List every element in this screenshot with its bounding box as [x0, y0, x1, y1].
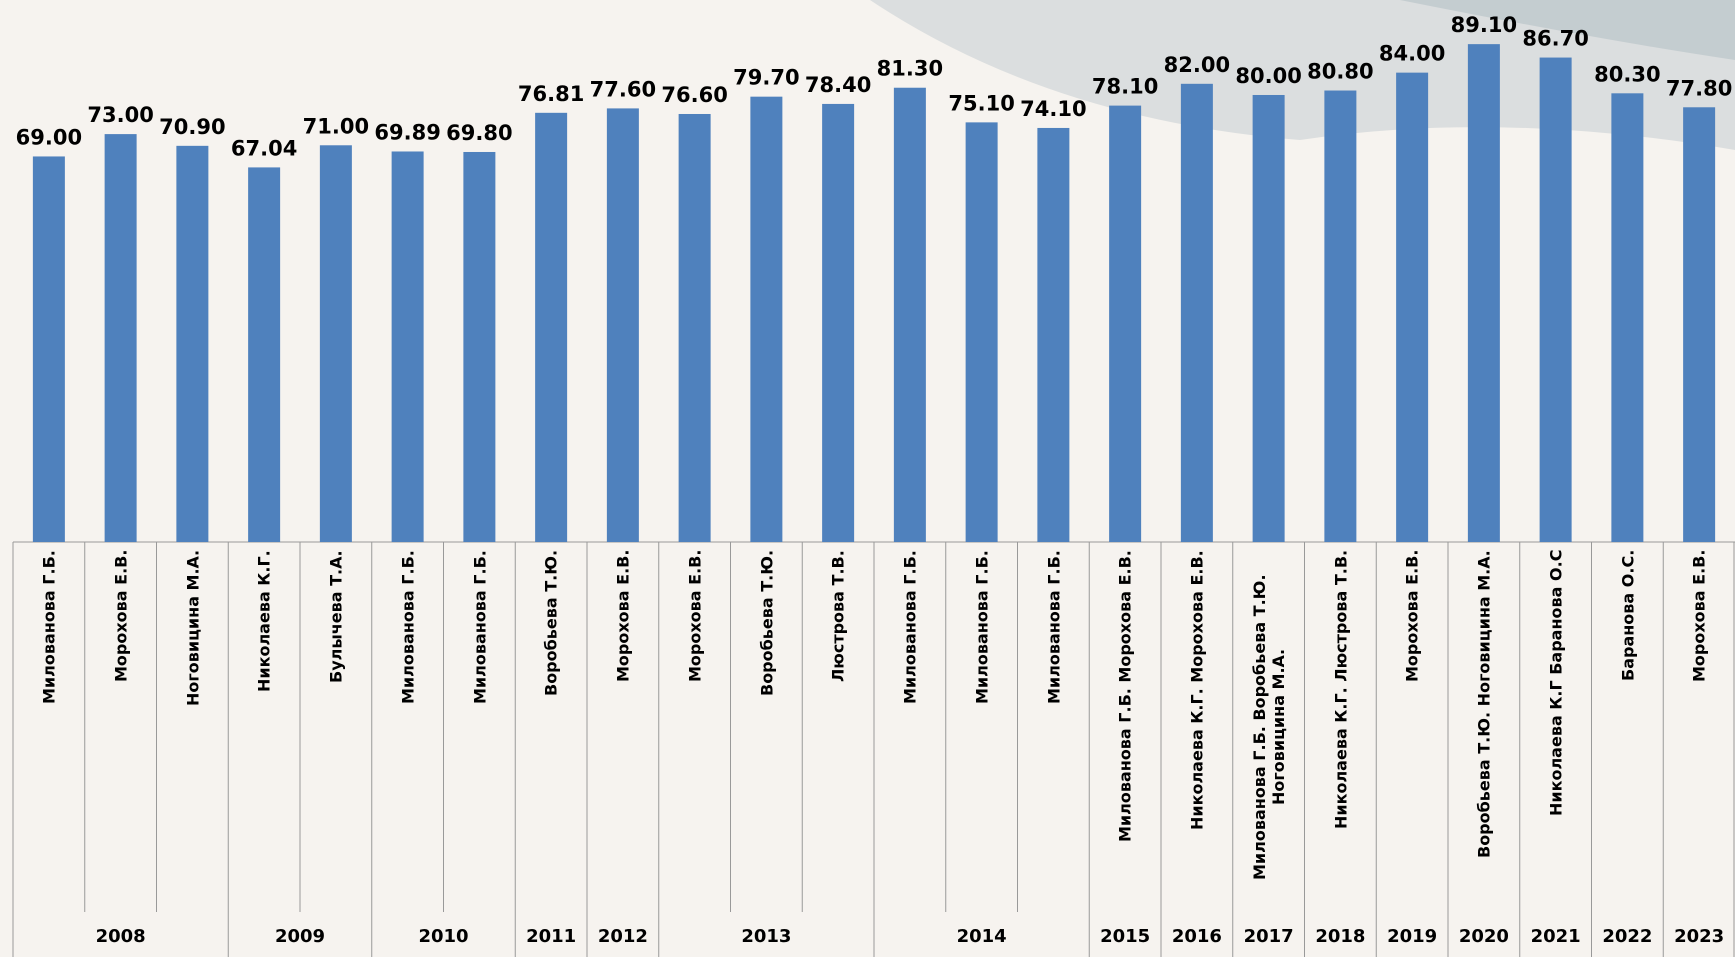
group-label: 2015: [1100, 926, 1150, 947]
bar: [391, 151, 424, 542]
bar: [1037, 127, 1070, 543]
group-label: 2008: [96, 926, 146, 947]
value-label: 76.60: [661, 83, 727, 107]
value-label: 76.81: [518, 82, 584, 106]
category-label: Морохова Е.В.: [685, 550, 705, 683]
value-label: 77.60: [590, 77, 656, 101]
category-label: Милованова Г.Б. Морохова Е.В.: [1115, 550, 1135, 842]
value-label: 84.00: [1379, 42, 1445, 66]
group-label: 2016: [1172, 926, 1222, 947]
value-label: 82.00: [1164, 53, 1230, 77]
category-label: Ноговицина М.А.: [182, 550, 202, 707]
bar: [1396, 72, 1429, 543]
category-label: Морохова Е.В.: [1402, 550, 1422, 683]
value-label: 80.30: [1594, 62, 1660, 86]
value-label: 78.10: [1092, 75, 1158, 99]
category-label: Милованова Г.Б.: [39, 550, 59, 704]
category-label: Милованова Г.Б.: [900, 550, 920, 704]
bar: [319, 145, 352, 542]
value-label: 73.00: [87, 103, 153, 127]
value-label: 77.80: [1666, 76, 1732, 100]
value-label: 78.40: [805, 73, 871, 97]
bar: [1683, 107, 1716, 542]
bar: [32, 156, 65, 542]
bar: [1252, 94, 1285, 543]
bar: [463, 151, 496, 542]
bar: [965, 122, 998, 542]
bar: [1109, 105, 1142, 542]
group-label: 2011: [526, 926, 576, 947]
group-label: 2013: [741, 926, 791, 947]
group-label: 2020: [1459, 926, 1509, 947]
group-label: 2014: [957, 926, 1007, 947]
group-label: 2017: [1244, 926, 1294, 947]
group-label: 2018: [1315, 926, 1365, 947]
value-label: 69.89: [374, 120, 440, 144]
value-label: 70.90: [159, 115, 225, 139]
category-label: Морохова Е.В.: [111, 550, 131, 683]
background-swoosh: [1400, 0, 1735, 60]
bar: [822, 103, 855, 542]
category-label: Воробьева Т.Ю.: [756, 550, 776, 697]
category-label: Баранова О.С.: [1617, 550, 1637, 682]
category-label: Милованова Г.Б.: [469, 550, 489, 704]
category-label: Николаева К.Г Баранова О.С: [1546, 550, 1566, 817]
value-label: 80.80: [1307, 60, 1373, 84]
value-label: 89.10: [1451, 13, 1517, 37]
value-label: 86.70: [1522, 27, 1588, 51]
category-label: Милованова Г.Б. Воробьева Т.Ю. Ноговицин…: [1249, 574, 1288, 880]
value-label: 81.30: [877, 57, 943, 81]
category-label: Морохова Е.В.: [613, 550, 633, 683]
bar: [750, 96, 783, 542]
bar: [678, 113, 711, 543]
bar: [1324, 90, 1357, 542]
bar: [1180, 83, 1213, 543]
group-label: 2009: [275, 926, 325, 947]
group-label: 2023: [1674, 926, 1724, 947]
bar: [1611, 93, 1644, 542]
value-label: 71.00: [303, 114, 369, 138]
category-label: Милованова Г.Б.: [972, 550, 992, 704]
value-label: 80.00: [1235, 64, 1301, 88]
category-label: Николаева К.Г. Люстрова Т.В.: [1330, 550, 1350, 830]
background-swoosh: [870, 0, 1735, 150]
category-label: Воробьева Т.Ю.: [541, 550, 561, 697]
value-label: 67.04: [231, 136, 297, 160]
group-label: 2010: [418, 926, 468, 947]
bar: [104, 134, 137, 542]
group-label: 2019: [1387, 926, 1437, 947]
category-label: Милованова Г.Б.: [1043, 550, 1063, 704]
bar: [1539, 57, 1572, 542]
group-label: 2022: [1602, 926, 1652, 947]
value-label: 74.10: [1020, 97, 1086, 121]
bar: [176, 145, 209, 543]
value-label: 75.10: [948, 91, 1014, 115]
category-label: Булычева Т.А.: [326, 550, 346, 683]
group-label: 2021: [1531, 926, 1581, 947]
category-label: Воробьева Т.Ю. Ноговицина М.А.: [1474, 550, 1494, 858]
group-label: 2012: [598, 926, 648, 947]
category-label: Николаева К.Г. Морохова Е.В.: [1187, 550, 1207, 830]
bar: [535, 112, 568, 543]
value-label: 69.80: [446, 121, 512, 145]
value-label: 79.70: [733, 66, 799, 90]
bar: [1467, 44, 1500, 542]
category-label: Милованова Г.Б.: [398, 550, 418, 704]
category-label: Николаева К.Г.: [254, 550, 274, 692]
bar: [606, 108, 639, 543]
bar: [893, 87, 926, 543]
value-label: 69.00: [16, 125, 82, 149]
category-label: Морохова Е.В.: [1689, 550, 1709, 683]
bar: [248, 167, 281, 542]
category-label: Люстрова Т.В.: [828, 550, 848, 682]
